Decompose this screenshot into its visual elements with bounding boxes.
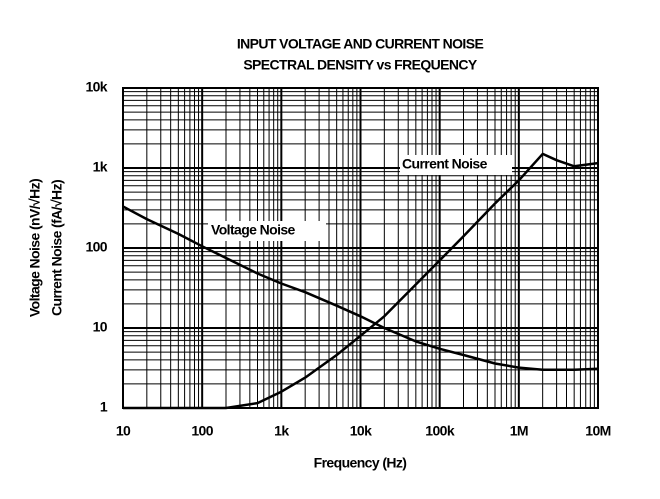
x-tick-label: 10k [350, 423, 372, 439]
series-line [122, 205, 599, 372]
series-line [123, 152, 599, 410]
annotation: Voltage Noise [211, 222, 296, 238]
y-axis-label: Current Noise (fA/√Hz) [49, 180, 65, 316]
x-tick-label: 1M [510, 423, 528, 439]
y-tick-label: 10 [93, 319, 108, 335]
x-tick-label: 10 [116, 423, 131, 439]
y-tick-label: 1k [93, 159, 108, 175]
x-axis-label: Frequency (Hz) [314, 455, 407, 471]
y-axis-label: Voltage Noise (nV/√Hz) [27, 179, 43, 317]
y-tick-label: 1 [100, 399, 108, 415]
y-tick-label: 10k [85, 79, 107, 95]
annotation-bg [208, 221, 326, 241]
plot-frame [122, 87, 599, 409]
chart-subtitle: SPECTRAL DENSITY vs FREQUENCY [243, 57, 478, 73]
x-tick-label: 10M [585, 423, 610, 439]
x-tick-label: 100 [191, 423, 213, 439]
x-tick-label: 1k [274, 423, 289, 439]
x-tick-label: 100k [425, 423, 455, 439]
annotation: Current Noise [402, 156, 488, 172]
y-tick-label: 100 [85, 239, 107, 255]
annotation-bg [400, 155, 512, 175]
chart-title: INPUT VOLTAGE AND CURRENT NOISE [237, 36, 484, 52]
